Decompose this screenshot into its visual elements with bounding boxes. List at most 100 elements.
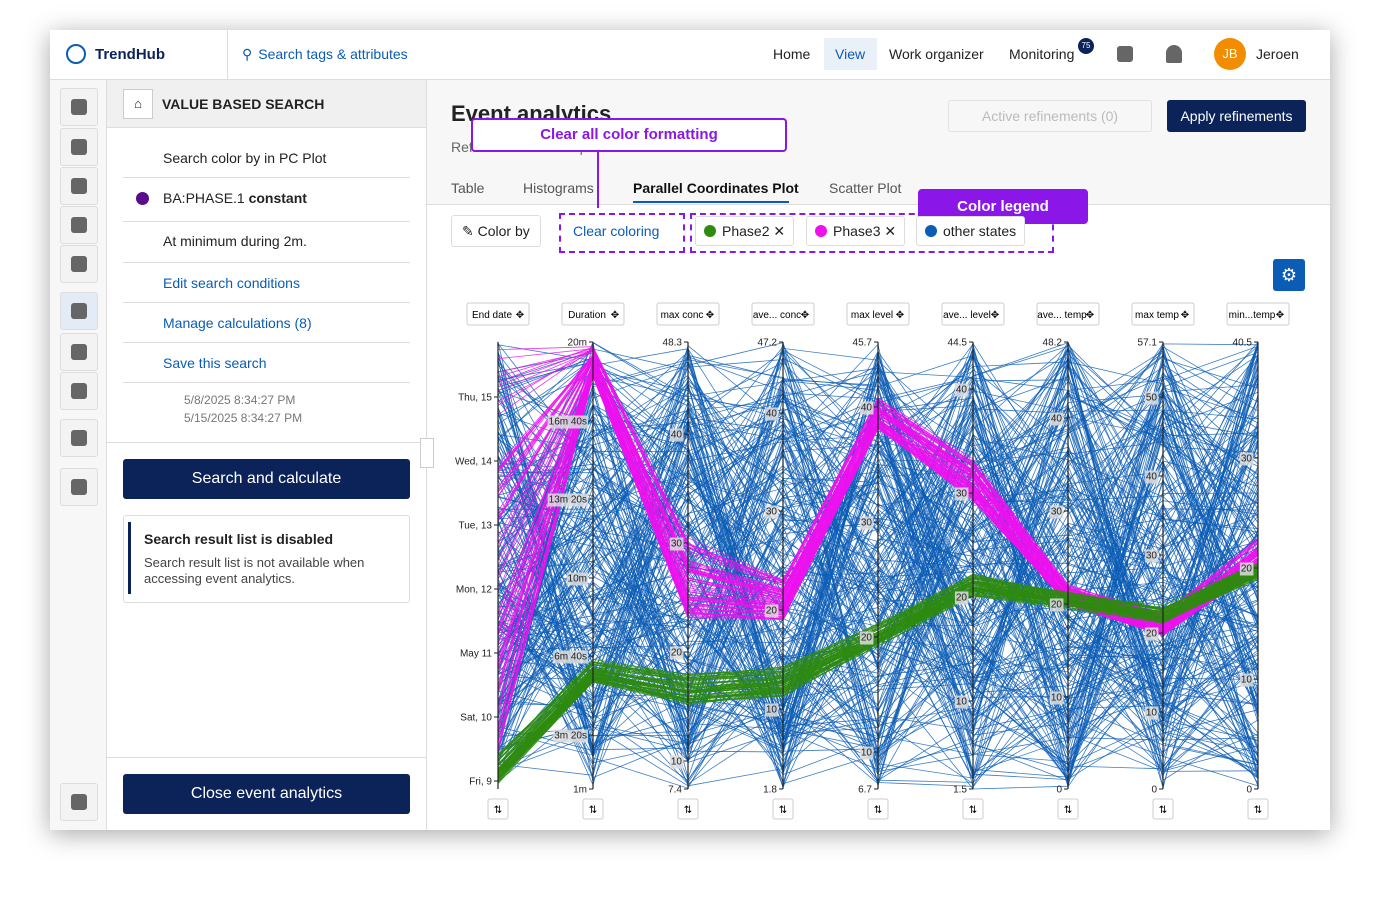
tick-bg [1239,673,1254,687]
tick-label: 40.5 [1233,338,1253,349]
tick-bg [954,695,969,709]
axis-title: ave... conc [753,310,801,321]
close-button[interactable]: Close event analytics [123,774,410,814]
nav-work[interactable]: Work organizer [889,46,984,62]
legend-swatch [704,225,716,237]
tick-label: 57.1 [1138,338,1158,349]
manage-link[interactable]: Manage calculations (8) [163,315,312,331]
sort-button [1057,798,1079,820]
tick-label: 30 [1051,507,1063,518]
tick-bg [566,572,588,586]
tick-label: 20 [956,593,968,604]
tick-label: 40 [671,430,683,441]
tick-bg [547,415,588,429]
rail-button[interactable] [60,783,98,821]
sort-button [677,798,699,820]
rail-button[interactable] [60,333,98,371]
drag-icon: ✥ [1086,310,1094,321]
rail-button[interactable] [60,167,98,205]
settings-button[interactable]: ⚙ [1273,259,1305,291]
apply-button[interactable]: Apply refinements [1167,100,1306,132]
remove-icon[interactable]: ✕ [880,223,897,239]
legend-swatch [925,225,937,237]
sidebar-item: Search color by in PC Plot [163,150,327,166]
axis-title: max conc [661,310,704,321]
separator [123,382,410,383]
tick-bg [1144,391,1159,405]
refinements[interactable]: Active refinements (0) [948,100,1152,132]
tick-label: 30 [1241,454,1253,465]
legend-swatch [815,225,827,237]
sort-button [962,798,984,820]
tab[interactable]: Table [451,180,485,196]
legend-chip[interactable]: other states [916,216,1026,246]
resize-handle[interactable] [420,438,434,468]
legend-chip[interactable]: Phase3 ✕ [806,216,906,246]
axis-title: ave... temp [1037,310,1087,321]
search-box[interactable]: ⚲ Search tags & attributes [242,46,408,62]
notice [123,515,410,603]
rail-button[interactable] [60,468,98,506]
legend-chip[interactable]: Phase2 ✕ [695,216,795,246]
user-name[interactable]: Jeroen [1256,46,1299,62]
bell-icon[interactable] [1166,45,1182,63]
tab-underline [633,201,789,203]
rail-button[interactable] [60,245,98,283]
axis-header [466,302,530,326]
save-link[interactable]: Save this search [163,355,267,371]
axis-title: ave... level [943,310,991,321]
tick-label: 30 [671,539,683,550]
tick-label: 20 [1051,600,1063,611]
rail-button[interactable] [60,419,98,457]
header [50,30,1330,80]
separator [123,302,410,303]
rail-button[interactable] [60,206,98,244]
tick-bg [1144,549,1159,563]
tick-bg [1049,691,1064,705]
tick-label: 30 [956,489,968,500]
axis-title: Duration [568,310,606,321]
search-button[interactable]: Search and calculate [123,459,410,499]
rail-button[interactable] [60,372,98,410]
tick-label: 50 [1146,393,1158,404]
tick-bg [669,428,684,442]
tick-bg [1144,627,1159,641]
tick-bg [764,604,779,618]
callout: Clear all color formatting [471,118,787,152]
tab[interactable]: Scatter Plot [829,180,902,196]
rail-button[interactable] [60,88,98,126]
sort-button [487,798,509,820]
color-by-button[interactable]: ✎ Color by [451,215,541,247]
rail-button[interactable] [60,292,98,330]
tick-bg [1049,505,1064,519]
tick-label: 10 [1241,675,1253,686]
remove-icon[interactable]: ✕ [769,223,786,239]
tick-label: Wed, 14 [455,457,492,468]
rail-button[interactable] [60,128,98,166]
axis-header [1226,302,1290,326]
tab[interactable]: Parallel Coordinates Plot [633,180,799,196]
edit-link[interactable]: Edit search conditions [163,275,300,291]
nav-home[interactable]: Home [773,46,811,62]
drag-icon: ✥ [896,310,904,321]
separator [123,221,410,222]
tick-bg [1239,452,1254,466]
tick-label: 45.7 [853,338,873,349]
avatar[interactable]: JB [1214,38,1246,70]
sort-icon: ⇅ [874,805,882,816]
tick-label: Sat, 10 [460,713,492,724]
condition-tag: BA:PHASE.1 [163,190,245,206]
tick-bg [1144,470,1159,484]
help-icon[interactable] [1117,46,1133,62]
clear-coloring[interactable]: Clear coloring [573,223,660,239]
nav-monitoring[interactable]: Monitoring [1009,46,1075,62]
tick-label: 40 [861,403,873,414]
tick-bg [859,401,874,415]
nav-view[interactable]: View [835,46,866,62]
home-button[interactable]: ⌂ [123,89,153,119]
search-placeholder: Search tags & attributes [258,46,408,62]
tab[interactable]: Histograms [523,180,594,196]
legend-label: Phase2 [722,223,770,239]
tick-bg [553,650,588,664]
